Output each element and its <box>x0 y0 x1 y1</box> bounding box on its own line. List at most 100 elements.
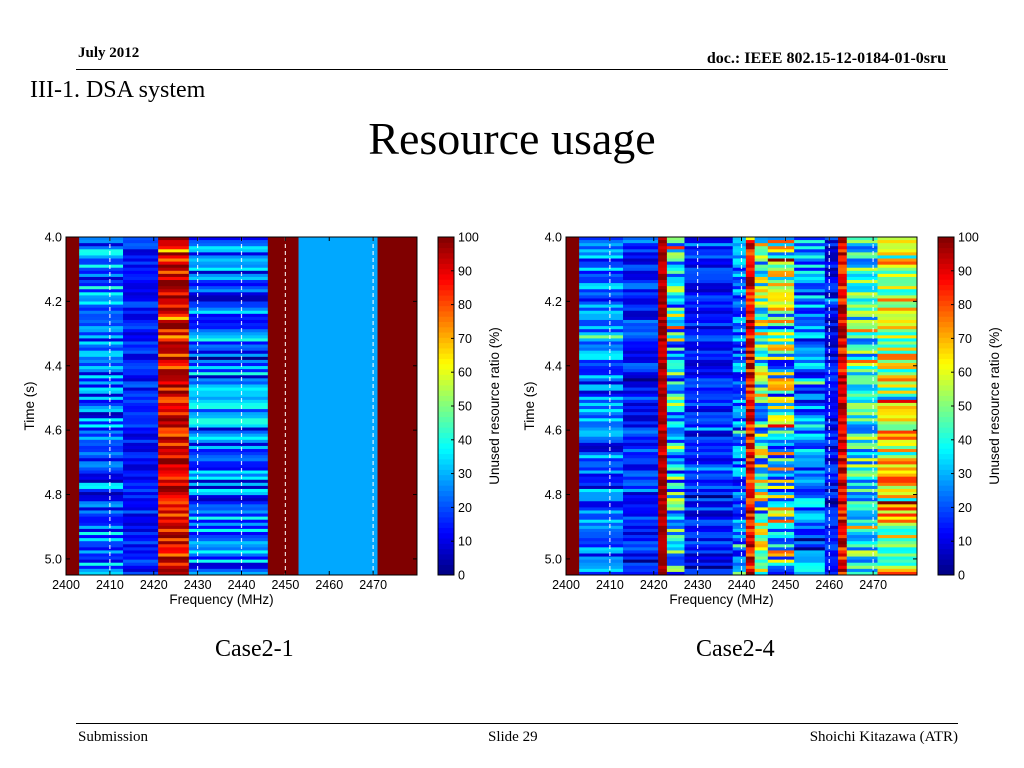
heatmap-cell <box>846 504 878 508</box>
heatmap-cell <box>877 384 918 388</box>
heatmap-cell <box>158 307 190 312</box>
heatmap-cell <box>846 553 878 557</box>
colorbar-step <box>938 384 954 391</box>
heatmap-cell <box>79 350 124 355</box>
heatmap-cell <box>745 270 756 275</box>
heatmap-cell <box>745 323 756 327</box>
heatmap-cell <box>79 372 124 376</box>
heatmap-cell <box>754 492 769 496</box>
heatmap-cell <box>666 304 685 309</box>
heatmap-cell <box>158 461 190 465</box>
heatmap-band-0 <box>66 237 80 575</box>
heatmap-cell <box>158 264 190 269</box>
colorbar-tick-label: 100 <box>958 231 979 245</box>
heatmap-cell <box>745 304 756 309</box>
heatmap-cell <box>158 498 190 502</box>
heatmap-band-5 <box>267 237 299 575</box>
y-tick-label: 4.2 <box>545 295 562 309</box>
heatmap-cell <box>123 381 159 385</box>
colorbar-step <box>938 548 954 555</box>
heatmap-cell <box>79 246 124 250</box>
heatmap-cell <box>745 485 756 490</box>
heatmap-cell <box>623 495 659 499</box>
heatmap-cell <box>846 458 878 462</box>
heatmap-cell <box>838 375 848 379</box>
heatmap-cell <box>579 289 624 293</box>
heatmap-cell <box>877 387 918 392</box>
heatmap-cell <box>794 492 826 496</box>
heatmap-cell <box>767 562 795 567</box>
colorbar-label: Unused resource ratio (%) <box>987 327 1002 485</box>
heatmap-cell <box>824 439 839 444</box>
heatmap-cell <box>79 439 124 444</box>
heatmap-cell <box>123 415 159 419</box>
heatmap-cell <box>838 406 848 410</box>
heatmap-cell <box>732 246 747 250</box>
heatmap-cell <box>188 267 269 272</box>
heatmap-cell <box>794 347 826 352</box>
heatmap-cell <box>824 270 839 275</box>
heatmap-cell <box>658 304 668 309</box>
heatmap-cell <box>79 528 124 533</box>
heatmap-cell <box>658 498 668 502</box>
colorbar-step <box>938 316 954 322</box>
heatmap-cell <box>158 550 190 554</box>
heatmap-cell <box>188 341 269 345</box>
heatmap-cell <box>623 387 659 392</box>
heatmap-cell <box>877 525 918 530</box>
heatmap-cell <box>745 409 756 413</box>
heatmap-cell <box>188 470 269 474</box>
heatmap-cell <box>684 519 734 524</box>
heatmap-cell <box>658 329 668 333</box>
heatmap-cell <box>658 541 668 545</box>
heatmap-cell <box>123 255 159 259</box>
heatmap-cell <box>877 433 918 438</box>
heatmap-cell <box>579 249 624 253</box>
heatmap-cell <box>877 507 918 511</box>
heatmap-cell <box>579 476 624 481</box>
heatmap-cell <box>158 488 190 493</box>
heatmap-cell <box>767 461 795 465</box>
colorbar-step <box>938 353 954 359</box>
heatmap-cell <box>123 421 159 425</box>
colorbar-step <box>938 342 954 349</box>
heatmap-cell <box>767 326 795 330</box>
heatmap-cell <box>79 510 124 514</box>
heatmap-cell <box>824 421 839 425</box>
heatmap-cell <box>684 531 734 536</box>
heatmap-cell <box>666 562 685 567</box>
heatmap-cell <box>684 421 734 425</box>
heatmap-cell <box>767 369 795 373</box>
heatmap-cell <box>158 492 190 496</box>
heatmap-cell <box>732 381 747 385</box>
heatmap-cell <box>794 476 826 481</box>
heatmap-cell <box>846 571 878 576</box>
heatmap-cell <box>824 335 839 339</box>
heatmap-cell <box>684 344 734 349</box>
heatmap-cell <box>824 501 839 505</box>
heatmap-cell <box>767 455 795 459</box>
chart-caption-case2-1: Case2-1 <box>215 636 294 662</box>
heatmap-cell <box>767 488 795 493</box>
heatmap-cell <box>767 445 795 450</box>
heatmap-cell <box>794 396 826 401</box>
heatmap-cell <box>754 507 769 511</box>
heatmap-cell <box>838 316 848 321</box>
heatmap-cell <box>794 298 826 302</box>
heatmap-cell <box>188 313 269 318</box>
heatmap-cell <box>658 436 668 441</box>
heatmap-cell <box>658 393 668 398</box>
heatmap-cell <box>666 449 685 453</box>
heatmap-cell <box>188 347 269 352</box>
heatmap-cell <box>877 427 918 431</box>
heatmap-cell <box>767 249 795 253</box>
heatmap-cell <box>754 568 769 573</box>
heatmap-cell <box>767 273 795 278</box>
heatmap-cell <box>658 375 668 379</box>
heatmap-cell <box>767 507 795 511</box>
heatmap-cell <box>767 522 795 527</box>
heatmap-cell <box>794 353 826 358</box>
heatmap-cell <box>188 482 269 487</box>
heatmap-cell <box>658 295 668 299</box>
heatmap-cell <box>838 485 848 490</box>
